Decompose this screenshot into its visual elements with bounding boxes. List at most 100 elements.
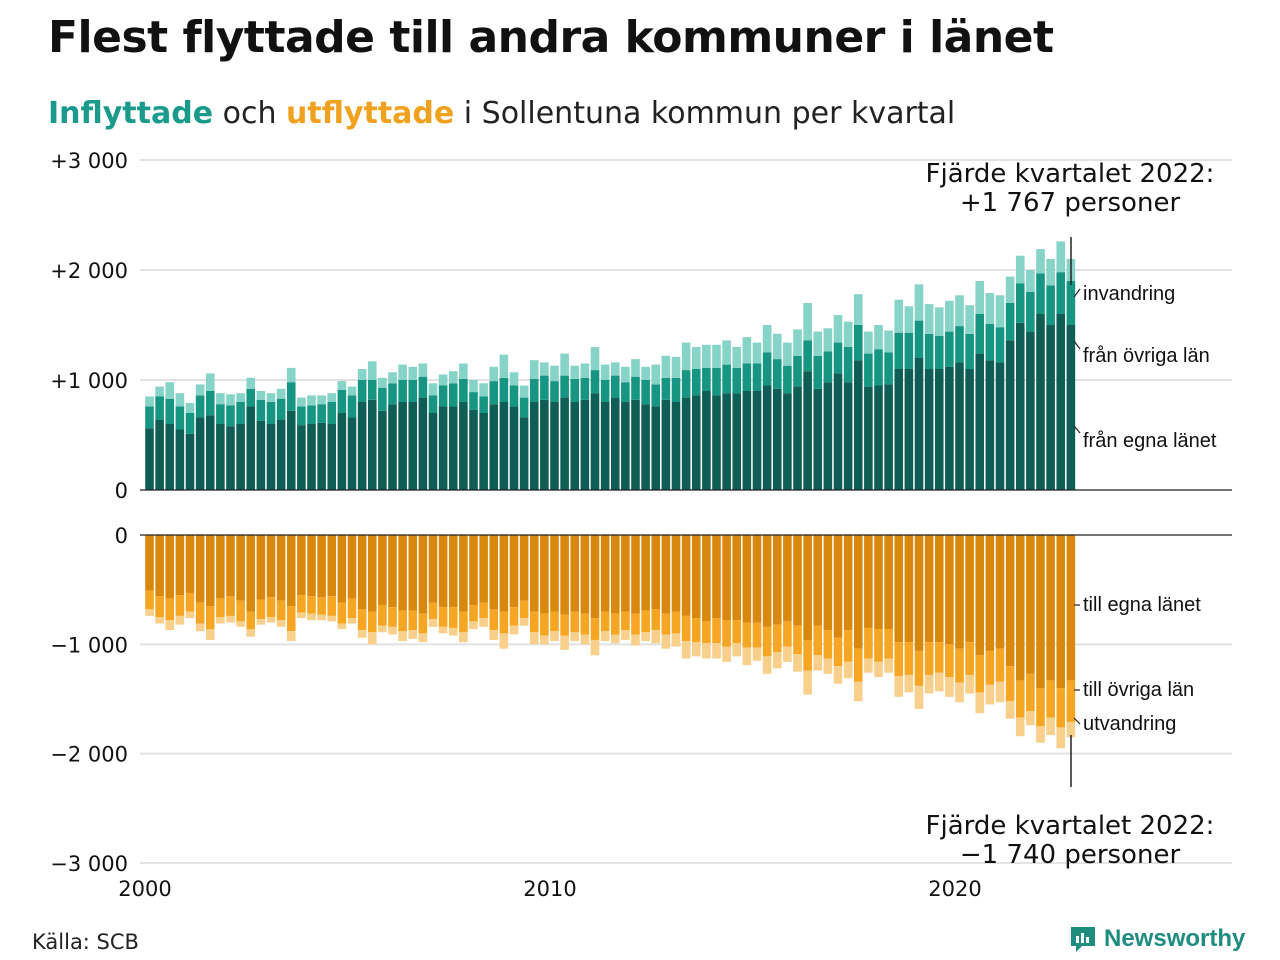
bar-in-fran-egna-lanet [681, 397, 691, 490]
bar-out-till-egna-lanet [398, 535, 407, 611]
bar-in-fran-ovriga-lan [651, 384, 661, 407]
bar-in-fran-ovriga-lan [945, 331, 954, 367]
bar-out-utvandring [347, 618, 357, 624]
bar-out-till-egna-lanet [297, 535, 306, 596]
bar-in-fran-egna-lanet [934, 369, 944, 490]
bar-out-till-ovriga-lan [448, 607, 458, 628]
bar-out-till-ovriga-lan [1046, 680, 1055, 718]
bar-out-till-egna-lanet [934, 535, 944, 643]
bar-out-till-ovriga-lan [509, 607, 519, 626]
bar-in-invandring [914, 284, 924, 321]
bar-out-till-ovriga-lan [894, 642, 904, 677]
bar-in-fran-ovriga-lan [590, 370, 600, 394]
bar-in-fran-egna-lanet [155, 419, 164, 490]
bar-in-invandring [762, 325, 772, 353]
bar-in-invandring [276, 388, 286, 399]
bar-in-fran-ovriga-lan [448, 383, 458, 407]
bar-out-till-ovriga-lan [762, 626, 772, 657]
bar-in-fran-ovriga-lan [1066, 281, 1076, 325]
bar-out-utvandring [367, 632, 377, 645]
bar-out-utvandring [580, 634, 590, 645]
bar-out-till-ovriga-lan [540, 613, 549, 636]
bar-out-utvandring [448, 627, 458, 636]
bar-in-invandring [722, 340, 731, 365]
bar-in-fran-egna-lanet [783, 393, 792, 490]
bar-in-invandring [509, 372, 519, 386]
bar-in-invandring [772, 333, 782, 360]
bar-in-fran-egna-lanet [661, 399, 671, 490]
bar-out-utvandring [1005, 701, 1015, 719]
bar-in-fran-ovriga-lan [793, 355, 802, 387]
bar-in-invandring [874, 325, 883, 350]
bar-out-till-egna-lanet [722, 535, 731, 621]
bar-out-till-ovriga-lan [945, 644, 954, 678]
bar-in-invandring [864, 331, 873, 354]
bar-in-invandring [469, 380, 478, 393]
bar-out-till-ovriga-lan [1005, 666, 1015, 702]
bar-out-utvandring [712, 643, 721, 659]
bar-in-fran-ovriga-lan [924, 333, 934, 369]
bar-in-fran-ovriga-lan [661, 377, 671, 400]
bar-in-invandring [408, 366, 418, 380]
bar-in-fran-ovriga-lan [1056, 272, 1066, 314]
bar-in-fran-egna-lanet [651, 406, 661, 490]
bar-in-invandring [327, 393, 337, 402]
bar-out-utvandring [803, 670, 812, 695]
bar-in-fran-ovriga-lan [479, 396, 488, 413]
bar-out-till-ovriga-lan [843, 630, 853, 662]
bar-in-invandring [438, 374, 448, 386]
bar-in-fran-ovriga-lan [459, 378, 468, 402]
bar-in-fran-ovriga-lan [1046, 285, 1055, 325]
series-label-till-ovriga-lan: till övriga län [1083, 679, 1194, 701]
bar-in-invandring [560, 353, 569, 376]
bar-out-till-ovriga-lan [418, 613, 428, 634]
bar-out-utvandring [772, 651, 782, 669]
bar-out-till-egna-lanet [317, 535, 326, 598]
bar-in-fran-egna-lanet [519, 417, 529, 490]
bar-out-utvandring [884, 658, 893, 673]
bar-out-utvandring [651, 630, 661, 644]
bar-out-till-egna-lanet [783, 535, 792, 622]
bar-in-fran-egna-lanet [216, 424, 225, 490]
bar-out-till-ovriga-lan [691, 618, 701, 643]
bar-out-till-ovriga-lan [216, 598, 225, 617]
bar-out-utvandring [752, 647, 762, 661]
bar-out-till-egna-lanet [641, 535, 650, 611]
bar-in-invandring [459, 363, 468, 379]
bar-out-utvandring [337, 623, 347, 630]
bar-out-till-egna-lanet [772, 535, 782, 625]
bar-out-till-egna-lanet [702, 535, 711, 622]
bar-out-till-ovriga-lan [337, 602, 347, 624]
bar-out-till-ovriga-lan [327, 596, 337, 616]
bar-out-till-egna-lanet [833, 535, 843, 638]
bar-in-fran-egna-lanet [853, 360, 863, 490]
series-label-invandring: invandring [1083, 283, 1175, 305]
bar-out-utvandring [529, 632, 539, 645]
bar-out-utvandring [1026, 711, 1035, 726]
bar-out-till-egna-lanet [1026, 535, 1035, 674]
bar-out-till-ovriga-lan [256, 599, 266, 620]
bar-out-till-ovriga-lan [317, 597, 326, 615]
series-label-fran-egna-lanet: från egna länet [1083, 430, 1217, 452]
chart-subtitle: Inflyttade och utflyttade i Sollentuna k… [48, 96, 955, 131]
bar-out-till-ovriga-lan [742, 622, 752, 648]
bar-in-invandring [610, 362, 620, 376]
bar-out-utvandring [550, 631, 559, 642]
bar-out-till-ovriga-lan [853, 648, 863, 682]
bar-in-fran-ovriga-lan [185, 413, 195, 434]
bar-in-invandring [246, 377, 256, 389]
y-tick-label-top: +2 000 [50, 259, 128, 283]
bar-in-fran-ovriga-lan [742, 363, 752, 391]
bar-in-fran-ovriga-lan [469, 392, 478, 410]
bar-in-invandring [975, 281, 985, 314]
source-text: Källa: SCB [32, 930, 139, 954]
bar-out-utvandring [691, 642, 701, 657]
bar-out-utvandring [418, 633, 428, 643]
bar-in-invandring [884, 330, 893, 353]
bar-in-fran-ovriga-lan [1015, 283, 1025, 323]
bar-in-invandring [317, 395, 326, 405]
bar-out-utvandring [874, 661, 883, 678]
bar-in-fran-ovriga-lan [884, 352, 893, 385]
bar-in-invandring [651, 364, 661, 385]
